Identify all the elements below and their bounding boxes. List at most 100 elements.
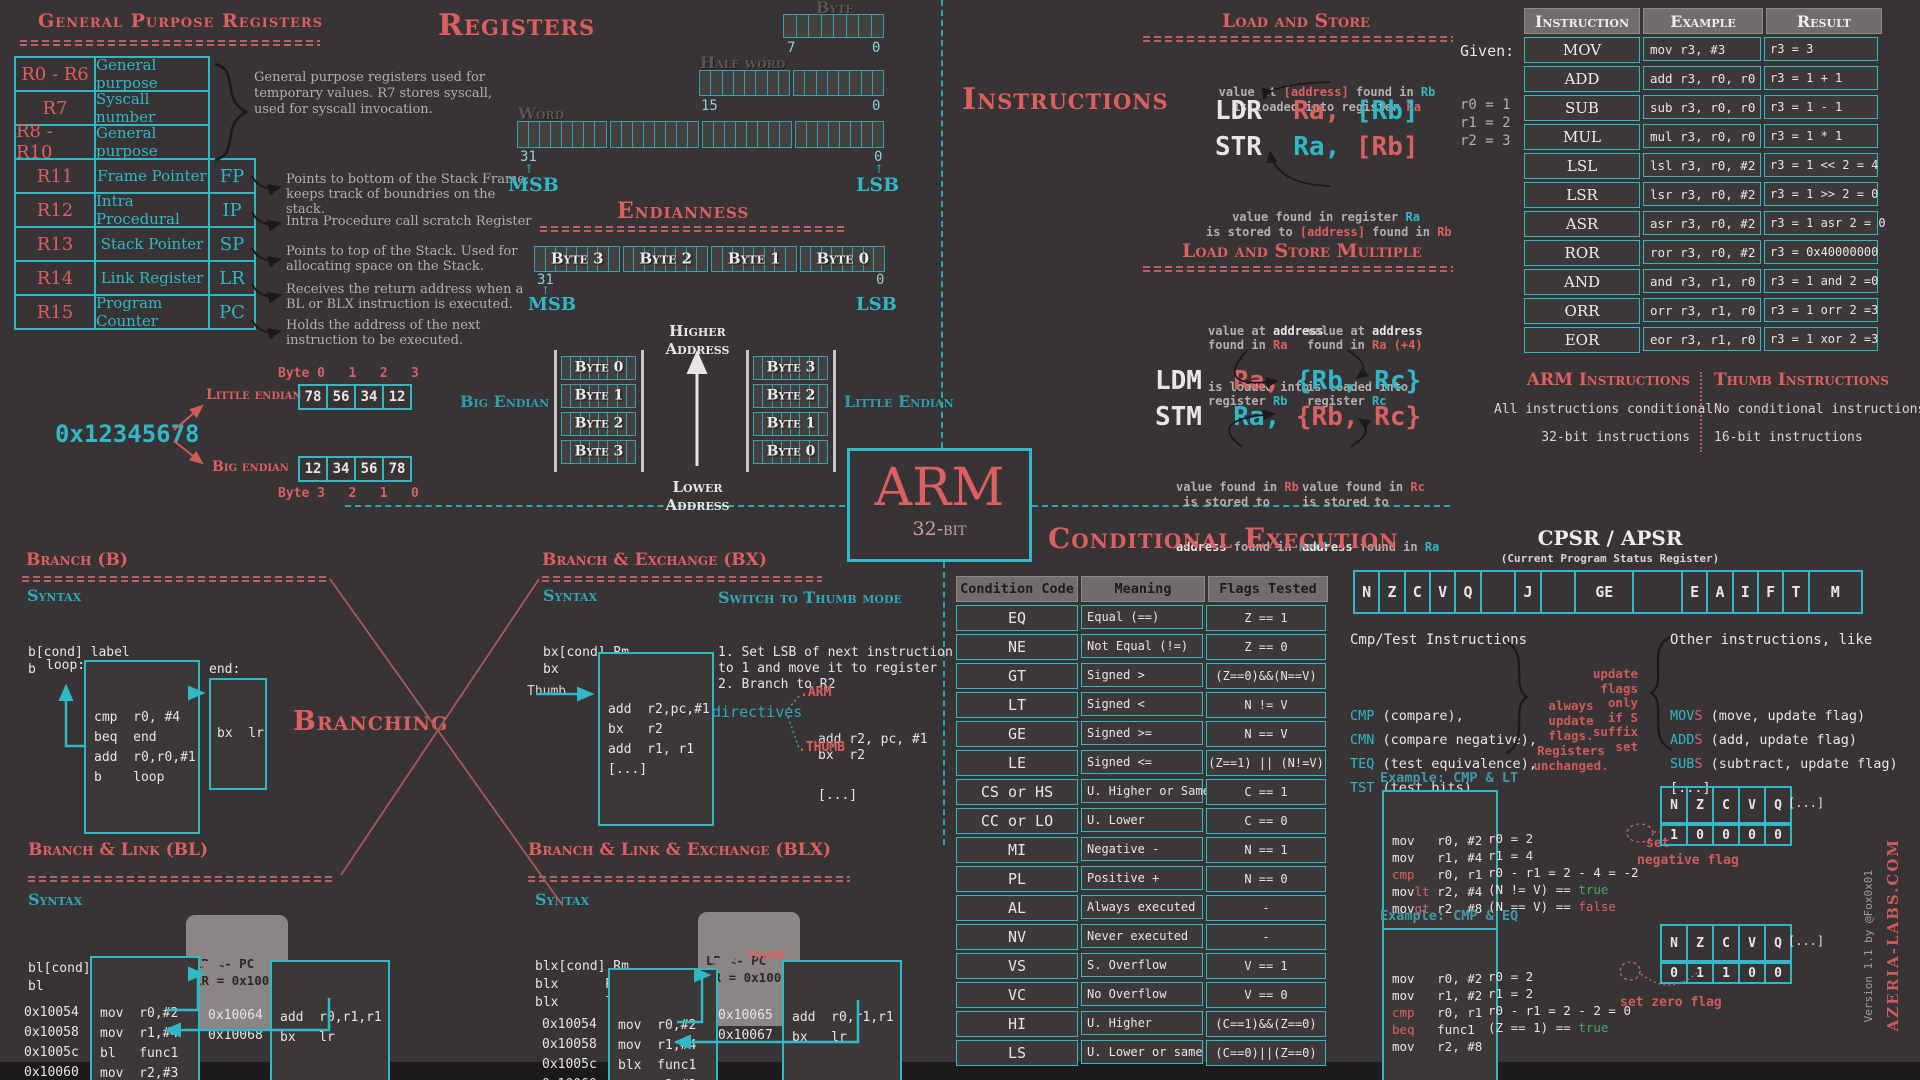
cpsr-title: CPSR / APSR xyxy=(1537,526,1683,550)
condition-code-row: LT Signed < N != V xyxy=(956,692,1328,718)
switch-thumb-title: Switch to Thumb mode xyxy=(718,588,902,607)
memory-byte-cell: Byte 3 xyxy=(753,356,828,380)
thumb-instructions-line1: No conditional instructions xyxy=(1714,402,1920,417)
cpsr-bit-cell: C xyxy=(1403,570,1431,614)
memory-byte-cell: Byte 1 xyxy=(753,412,828,436)
ip-note-arrow-icon xyxy=(251,211,282,232)
cpsr-bit-cell: A xyxy=(1706,570,1734,614)
directives-label: directives xyxy=(712,703,803,721)
branch-blx-syntax-label: Syntax xyxy=(535,890,590,909)
instruction-table-row: ADD add r3, r0, r0 r3 = 1 + 1 xyxy=(1524,66,1882,92)
gpr-register: R15 xyxy=(14,294,96,330)
load-store-multiple-underline xyxy=(1143,266,1453,273)
endianness-title: Endianness xyxy=(617,198,750,224)
halfword-strip xyxy=(699,70,884,96)
memory-byte-cell: Byte 0 xyxy=(561,356,636,380)
condition-code-row: EQ Equal (==) Z == 1 xyxy=(956,605,1328,631)
instruction-table-row: AND and r3, r1, r0 r3 = 1 and 2 =0 xyxy=(1524,269,1882,295)
cond-col-header: Condition Code xyxy=(956,576,1078,602)
cpsr-bit-cell: Z xyxy=(1378,570,1406,614)
example-eq-results: r0 = 2 r1 = 2 r0 - r1 = 2 - 2 = 0 (Z == 1) … xyxy=(1488,969,1631,1035)
halfword-bit15-label: 15 xyxy=(701,98,718,114)
gpr-register: R0 - R6 xyxy=(14,56,96,92)
word-byte1-label: Byte 1 xyxy=(727,249,781,268)
given-block: Given: r0 = 1 r1 = 2 r2 = 3 xyxy=(1460,42,1515,149)
byte-bit0-label: 0 xyxy=(872,40,881,56)
cpsr-bit-cell: J xyxy=(1514,570,1542,614)
lsm-note-left-top: value at address found in Ra is loaded in… xyxy=(1208,324,1324,408)
memory-byte-cell: Byte 2 xyxy=(753,384,828,408)
byte-strip-label: Byte xyxy=(816,0,854,17)
instruction-table-row: MOV mov r3, #3 r3 = 3 xyxy=(1524,37,1882,63)
word-byte2-label: Byte 2 xyxy=(639,249,693,268)
branch-bx-underline xyxy=(542,576,822,583)
gpr-register: R14 xyxy=(14,260,96,296)
gpr-note-ip: Intra Procedure call scratch Register xyxy=(286,214,532,229)
blx-func-addresses: 0x10065 0x10067 xyxy=(718,1008,773,1043)
instruction-table: Instruction Example Result MOV mov r3, #… xyxy=(1524,8,1886,353)
divider-arm-thumb xyxy=(1700,372,1702,452)
word-bit31-label: 31 xyxy=(520,149,537,165)
thumb-directive-label: .THUMB xyxy=(798,740,845,755)
branch-blx-underline xyxy=(528,876,850,883)
gpr-row: R8 - R10 General purpose xyxy=(14,121,256,163)
word-msb-label: MSB xyxy=(508,174,559,196)
condition-code-row: CC or LO U. Lower C == 0 xyxy=(956,808,1328,834)
word-strip-label: Word xyxy=(518,104,565,123)
gpr-abbreviation: FP xyxy=(208,158,256,194)
condition-code-row: GE Signed >= N == V xyxy=(956,721,1328,747)
gpr-title-underline xyxy=(20,40,320,47)
word-byte3-label: Byte 3 xyxy=(550,249,604,268)
word-lsb-label: LSB xyxy=(856,174,900,196)
load-store-multiple-title: Load and Store Multiple xyxy=(1182,240,1422,262)
cpsr-bit-fields: N Z C V Q J GE E A I F T M xyxy=(1353,570,1863,614)
gpr-description: Stack Pointer xyxy=(94,226,210,262)
lower-address-label: Lower Address xyxy=(665,478,730,514)
cpsr-bit-cell: V xyxy=(1428,570,1457,614)
example-eq-title: Example: CMP & EQ xyxy=(1380,908,1519,924)
gpr-table: R0 - R6 General purpose R7 Syscall numbe… xyxy=(14,56,256,330)
cpsr-bit-cell: M xyxy=(1807,570,1863,614)
condition-code-row: VC No Overflow V == 0 xyxy=(956,982,1328,1008)
word-lsb-arrow-icon: ↑ xyxy=(874,162,885,176)
arm-instructions-line1: All instructions conditional xyxy=(1494,402,1714,417)
word-msb-arrow-icon: ↑ xyxy=(524,162,535,176)
lr-note-arrow-icon xyxy=(251,283,282,304)
endianness-bit31: 31 xyxy=(537,272,554,288)
word-bit0-label: 0 xyxy=(874,149,883,165)
little-endian-row-label: Little endian xyxy=(206,387,302,403)
cpsr-bit-cell xyxy=(1479,570,1517,614)
gpr-row: R13 Stack Pointer SP xyxy=(14,226,256,262)
condition-code-row: AL Always executed - xyxy=(956,895,1328,921)
endianness-underline xyxy=(540,226,846,233)
gpr-row: R11 Frame Pointer FP xyxy=(14,158,256,194)
condition-code-row: NV Never executed - xyxy=(956,924,1328,950)
arm-badge-subtitle: 32-bit xyxy=(912,518,967,540)
endianness-bit0: 0 xyxy=(876,272,885,288)
example-lt-results: r0 = 2 r1 = 4 r0 - r1 = 2 - 4 = -2 (N != V)… xyxy=(1488,831,1639,914)
thumb-directive-code: [...] xyxy=(818,788,858,803)
branch-bx-title: Branch & Exchange (BX) xyxy=(542,550,767,570)
condition-code-row: NE Not Equal (!=) Z == 0 xyxy=(956,634,1328,660)
instructions-title: Instructions xyxy=(962,82,1169,117)
branch-blx-title: Branch & Link & Exchange (BLX) xyxy=(528,840,831,860)
load-store-title: Load and Store xyxy=(1222,10,1370,32)
blx-func-code: add r0,r1,r1 bx lr xyxy=(782,960,902,1080)
condition-code-row: MI Negative - N == 1 xyxy=(956,837,1328,863)
example-eq-code: mov r0, #2 mov r1, #2 cmp r0, r1 beq func1 m… xyxy=(1382,928,1498,1080)
end-label: end: xyxy=(209,662,241,677)
instruction-table-row: MUL mul r3, r0, r0 r3 = 1 * 1 xyxy=(1524,124,1882,150)
gpr-register: R13 xyxy=(14,226,96,262)
given-label: Given: xyxy=(1460,42,1515,60)
thumb-pointer-label: Thumb xyxy=(527,684,567,699)
arm-instructions-line2: 32-bit instructions xyxy=(1541,430,1690,445)
branch-b-syntax-label: Syntax xyxy=(27,586,82,605)
ldr-instruction: LDR Ra, [Rb] xyxy=(1215,96,1419,126)
gpr-row: R0 - R6 General purpose xyxy=(14,56,256,92)
cmp-test-title: Cmp/Test Instructions xyxy=(1350,632,1528,648)
big-endian-row-label: Big endian xyxy=(212,459,289,475)
